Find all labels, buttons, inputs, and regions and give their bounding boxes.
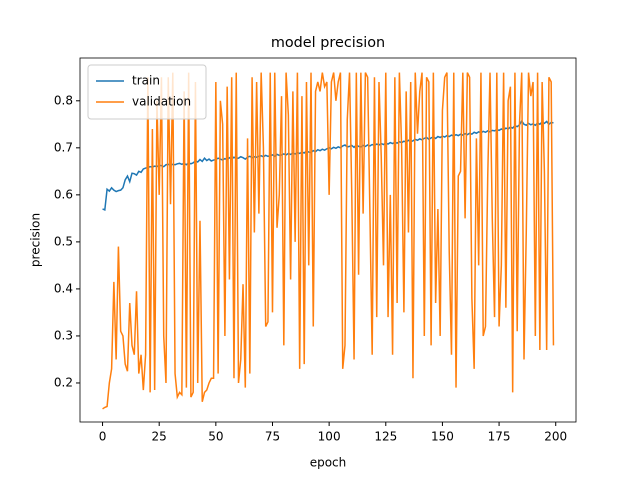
chart-title: model precision xyxy=(271,35,385,51)
legend-label: validation xyxy=(132,95,191,109)
x-tick-label: 100 xyxy=(318,430,341,444)
y-tick-label: 0.3 xyxy=(54,328,73,342)
x-tick-label: 175 xyxy=(488,430,511,444)
plot-frame xyxy=(79,57,577,423)
y-axis-label: precision xyxy=(29,213,43,267)
line-series xyxy=(102,72,555,410)
x-tick-label: 0 xyxy=(99,430,107,444)
x-tick-label: 25 xyxy=(152,430,167,444)
x-tick-label: 50 xyxy=(208,430,223,444)
x-tick-label: 75 xyxy=(265,430,280,444)
x-tick-label: 125 xyxy=(374,430,397,444)
x-tick-label: 150 xyxy=(431,430,454,444)
y-tick-label: 0.7 xyxy=(54,140,73,154)
y-tick-label: 0.5 xyxy=(54,234,73,248)
y-tick-label: 0.8 xyxy=(54,93,73,107)
y-tick-label: 0.2 xyxy=(54,375,73,389)
y-tick-label: 0.4 xyxy=(54,281,73,295)
legend-box xyxy=(87,64,207,120)
legend-label: train xyxy=(132,74,160,88)
y-tick-label: 0.6 xyxy=(54,187,73,201)
x-tick-label: 200 xyxy=(544,430,567,444)
x-axis-label: epoch xyxy=(310,456,347,470)
